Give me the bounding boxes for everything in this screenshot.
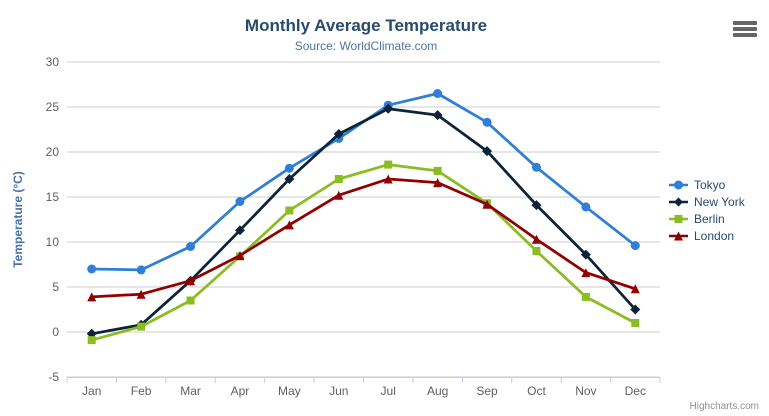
legend-marker-triangle-icon: [669, 231, 688, 240]
series-point-new-york[interactable]: [234, 225, 245, 236]
series-point-london[interactable]: [186, 276, 196, 286]
series-point-new-york[interactable]: [531, 200, 542, 211]
x-axis-label: Mar: [180, 384, 201, 398]
series-line-london[interactable]: [90, 177, 637, 299]
series-point-new-york[interactable]: [383, 103, 394, 114]
triangle-icon: [674, 231, 683, 240]
series-point-new-york[interactable]: [432, 110, 443, 121]
series-point-berlin[interactable]: [631, 319, 640, 327]
series-point-berlin[interactable]: [186, 296, 195, 305]
x-axis-label: Jan: [82, 384, 101, 398]
x-axis-label: Apr: [231, 384, 250, 398]
y-axis-label: 5: [52, 280, 59, 294]
series-point-london[interactable]: [630, 284, 640, 294]
series-point-new-york[interactable]: [333, 129, 344, 139]
series-point-tokyo[interactable]: [630, 241, 640, 251]
legend-item-tokyo[interactable]: Tokyo: [669, 176, 745, 193]
y-axis-label: 0: [52, 325, 59, 339]
legend-marker-square-icon: [669, 214, 688, 223]
legend-label: New York: [694, 194, 745, 209]
series-point-berlin[interactable]: [87, 336, 96, 345]
series-point-london[interactable]: [235, 251, 245, 260]
series-point-tokyo[interactable]: [531, 162, 541, 172]
series-line-new-york[interactable]: [90, 107, 637, 336]
hamburger-icon[interactable]: [733, 21, 757, 37]
x-axis-label: Jun: [329, 384, 348, 398]
series-point-tokyo[interactable]: [186, 242, 196, 251]
series-point-tokyo[interactable]: [581, 202, 591, 212]
hamburger-bar: [733, 27, 757, 31]
x-axis-label: Aug: [427, 384, 448, 398]
series-point-tokyo[interactable]: [87, 264, 97, 274]
chart-subtitle: Source: WorldClimate.com: [294, 39, 438, 53]
legend-item-new-york[interactable]: New York: [669, 193, 745, 210]
series-point-london[interactable]: [87, 292, 97, 302]
y-axis-label: 10: [46, 235, 60, 249]
series-point-new-york[interactable]: [630, 304, 641, 315]
series-point-berlin[interactable]: [433, 166, 442, 175]
series-line-berlin[interactable]: [90, 163, 637, 342]
y-axis-label: 15: [46, 190, 60, 204]
series-point-tokyo[interactable]: [284, 163, 294, 173]
x-axis-label: Sep: [476, 384, 498, 398]
legend-item-london[interactable]: London: [669, 227, 745, 244]
y-axis-label: 30: [46, 55, 60, 69]
y-axis-label: -5: [48, 370, 59, 384]
legend: Tokyo New York Berlin London: [669, 176, 745, 244]
series-point-berlin[interactable]: [285, 206, 294, 215]
x-axis-label: Nov: [575, 384, 596, 398]
series-point-london[interactable]: [334, 190, 344, 200]
series-point-new-york[interactable]: [580, 249, 591, 260]
y-axis-label: 20: [46, 145, 60, 159]
series-point-berlin[interactable]: [532, 247, 541, 255]
series-point-london[interactable]: [531, 234, 541, 244]
x-axis-label: May: [278, 384, 301, 398]
chart-title: Monthly Average Temperature: [244, 16, 488, 35]
series-point-new-york[interactable]: [284, 174, 295, 184]
x-axis-label: Jul: [381, 384, 396, 398]
series-point-london[interactable]: [433, 178, 443, 188]
legend-label: London: [694, 228, 735, 243]
hamburger-bar: [733, 33, 757, 37]
circle-icon: [674, 180, 683, 189]
legend-label: Tokyo: [694, 177, 726, 192]
series-point-london[interactable]: [284, 220, 294, 230]
series-point-tokyo[interactable]: [482, 117, 492, 127]
diamond-icon: [674, 197, 683, 206]
x-axis-label: Feb: [131, 384, 152, 398]
series-point-london[interactable]: [383, 174, 393, 184]
legend-item-berlin[interactable]: Berlin: [669, 210, 745, 227]
series-point-berlin[interactable]: [581, 292, 590, 301]
legend-marker-circle-icon: [669, 180, 688, 189]
hamburger-bar: [733, 21, 757, 25]
series-point-london[interactable]: [482, 199, 492, 209]
y-axis-title: Temperature (°C): [11, 171, 25, 268]
series-point-berlin[interactable]: [137, 322, 146, 331]
series-point-tokyo[interactable]: [433, 89, 443, 98]
legend-label: Berlin: [694, 211, 725, 226]
series-point-new-york[interactable]: [482, 146, 493, 157]
x-axis-label: Oct: [527, 384, 546, 398]
series-point-tokyo[interactable]: [136, 265, 146, 275]
series-point-london[interactable]: [136, 289, 146, 299]
x-axis-label: Dec: [625, 384, 646, 398]
series-point-berlin[interactable]: [334, 175, 343, 183]
series-point-london[interactable]: [581, 268, 591, 278]
series-point-berlin[interactable]: [384, 160, 393, 169]
highcharts-credits-link[interactable]: Highcharts.com: [689, 401, 759, 412]
y-axis-label: 25: [46, 100, 60, 114]
square-icon: [674, 214, 683, 223]
series-point-tokyo[interactable]: [235, 197, 245, 206]
legend-marker-diamond-icon: [669, 197, 688, 206]
